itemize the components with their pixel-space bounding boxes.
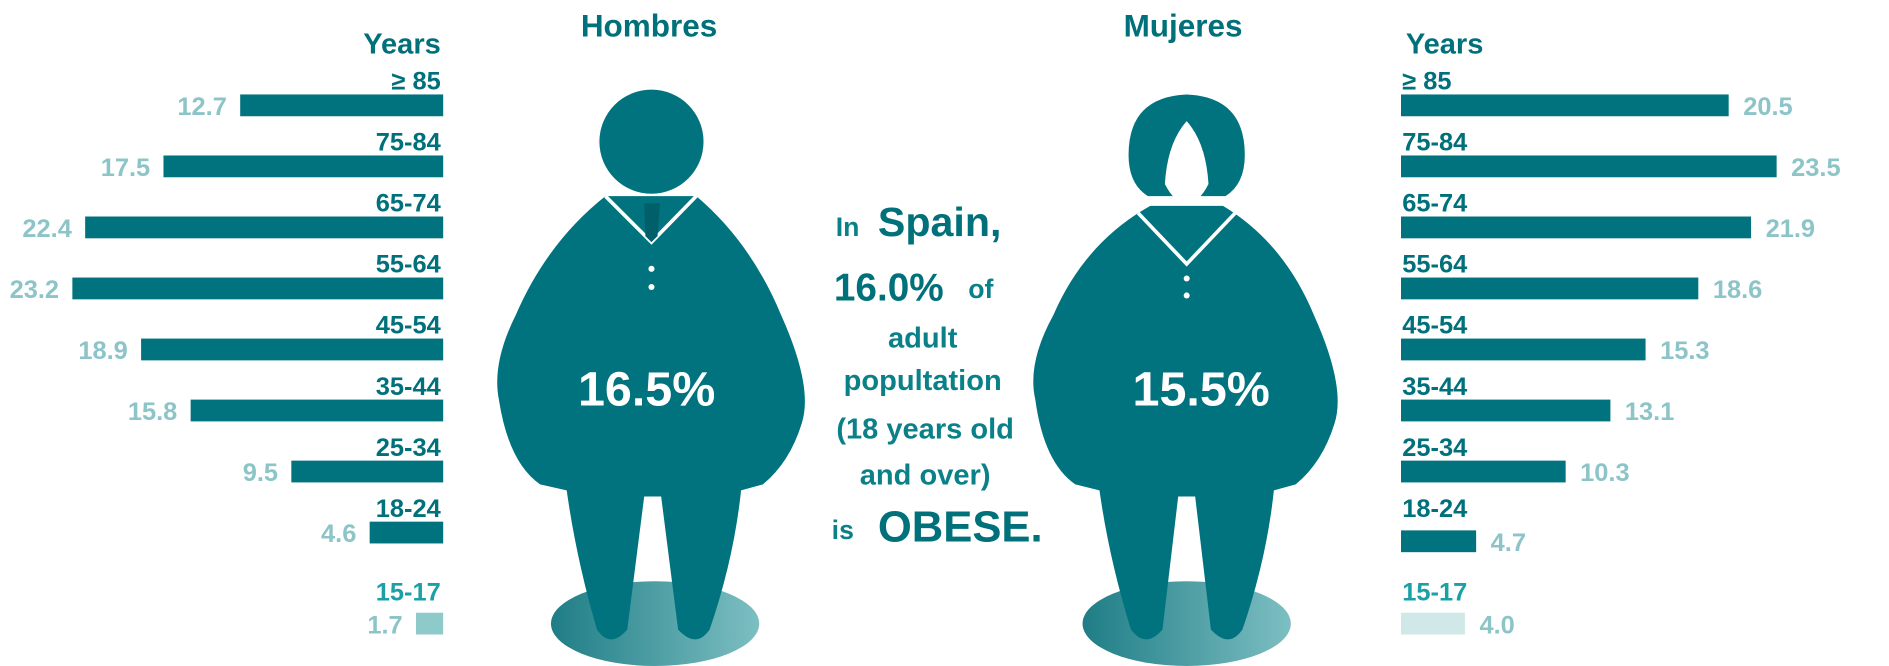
bar	[416, 613, 443, 635]
category-label: 18-24	[1402, 495, 1467, 523]
statement-text: is	[832, 515, 854, 545]
category-label: 25-34	[376, 434, 441, 462]
category-label: ≥ 85	[1402, 68, 1451, 96]
axis-label: Years	[363, 28, 441, 60]
bar	[1401, 217, 1751, 239]
value-label: 13.1	[1625, 398, 1674, 426]
category-label: 18-24	[376, 495, 441, 523]
category-label: 15-17	[1402, 579, 1467, 607]
statement-rate: 16.0%	[834, 266, 944, 309]
value-label: 4.6	[321, 520, 356, 548]
bar	[240, 94, 443, 116]
statement: In Spain, 16.0% of adult popultation (18…	[832, 199, 1043, 551]
value-label: 15.8	[128, 398, 177, 426]
value-label: 21.9	[1766, 215, 1815, 243]
total-label: 16.5%	[578, 363, 715, 417]
bar	[291, 461, 443, 483]
panel-title: Hombres	[581, 8, 717, 43]
category-label: 55-64	[376, 251, 441, 279]
value-label: 4.0	[1479, 611, 1514, 639]
bar	[1401, 400, 1610, 422]
value-label: 18.6	[1713, 276, 1762, 304]
category-label: 55-64	[1402, 251, 1467, 279]
category-label: 65-74	[376, 190, 441, 218]
category-label: 25-34	[1402, 434, 1467, 462]
axis-label: Years	[1406, 28, 1484, 60]
bar	[1401, 530, 1476, 552]
value-label: 1.7	[367, 611, 402, 639]
bar	[370, 522, 444, 544]
bar	[141, 339, 443, 361]
value-label: 23.5	[1791, 154, 1840, 182]
bar	[1401, 94, 1729, 116]
statement-text: adult	[888, 323, 958, 355]
value-label: 23.2	[10, 276, 59, 304]
value-label: 9.5	[243, 459, 278, 487]
statement-text: (18 years old	[836, 413, 1014, 445]
category-label: 75-84	[1402, 129, 1467, 157]
bar	[72, 278, 443, 300]
bar	[1401, 613, 1465, 635]
value-label: 20.5	[1743, 93, 1792, 121]
value-label: 22.4	[22, 215, 71, 243]
panel-title: Mujeres	[1124, 8, 1243, 43]
bar	[1401, 155, 1777, 177]
category-label: 15-17	[376, 579, 441, 607]
category-label: 65-74	[1402, 190, 1467, 218]
category-label: 45-54	[1402, 312, 1467, 340]
bar	[191, 400, 444, 422]
value-label: 17.5	[101, 154, 150, 182]
category-label: 75-84	[376, 129, 441, 157]
statement-country: Spain,	[878, 199, 1002, 245]
category-label: 35-44	[1402, 373, 1467, 401]
category-label: 35-44	[376, 373, 441, 401]
value-label: 12.7	[177, 93, 226, 121]
statement-obese: OBESE.	[878, 503, 1043, 551]
statement-text: popultation	[844, 365, 1002, 397]
infographic: In Spain, 16.0% of adult popultation (18…	[0, 0, 1889, 666]
bar	[1401, 278, 1698, 300]
statement-text: and over)	[860, 459, 991, 491]
total-label: 15.5%	[1133, 363, 1270, 417]
value-label: 4.7	[1491, 529, 1526, 557]
category-label: ≥ 85	[392, 68, 441, 96]
value-label: 15.3	[1660, 337, 1709, 365]
bar	[1401, 339, 1646, 361]
value-label: 18.9	[78, 337, 127, 365]
statement-text: of	[968, 274, 993, 304]
bar	[163, 155, 443, 177]
category-label: 45-54	[376, 312, 441, 340]
bar	[85, 217, 443, 239]
statement-text: In	[836, 212, 860, 242]
value-label: 10.3	[1580, 459, 1629, 487]
bar	[1401, 461, 1566, 483]
